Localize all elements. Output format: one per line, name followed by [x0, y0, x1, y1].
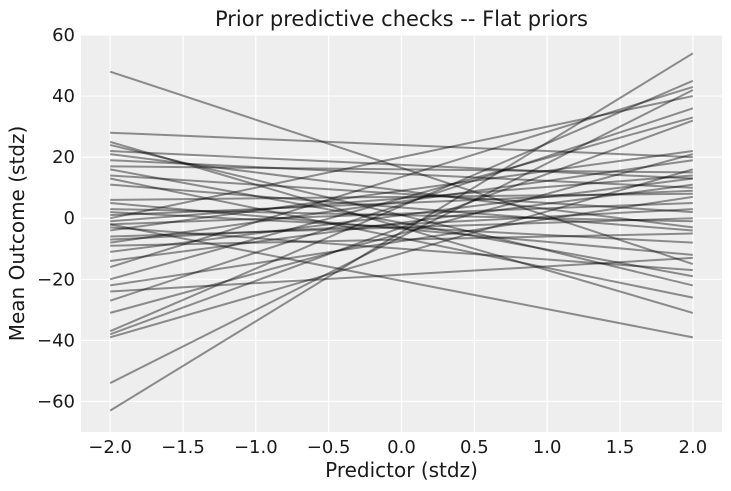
series-line [109, 168, 694, 278]
series-line [110, 153, 693, 229]
y-tick-label: 0 [64, 208, 75, 229]
x-tick-label: −0.5 [307, 437, 351, 458]
series-line [109, 223, 694, 339]
y-tick-label: 60 [52, 25, 75, 46]
series-line [110, 131, 693, 159]
series-line [110, 208, 693, 241]
x-tick-label: −1.5 [161, 437, 205, 458]
y-tick-label: −20 [37, 269, 75, 290]
series-line [109, 95, 694, 220]
series-line [110, 177, 693, 253]
series-line [110, 150, 693, 232]
series-line [109, 177, 694, 299]
x-tick-label: 0.5 [460, 437, 489, 458]
series-line [109, 195, 694, 287]
series-line [109, 107, 694, 302]
series-line [109, 70, 694, 265]
series-line [110, 183, 693, 232]
series-line [109, 119, 694, 336]
x-tick-label: 2.0 [679, 437, 708, 458]
series-line [110, 226, 693, 272]
series-lines [109, 52, 694, 412]
series-line [109, 89, 694, 385]
series-line [109, 153, 694, 314]
y-tick-labels: −60 −40 −20 0 20 40 60 [37, 25, 75, 412]
x-tick-label: 0.0 [387, 437, 416, 458]
y-tick-label: −60 [37, 391, 75, 412]
series-line [110, 201, 693, 226]
gridlines [81, 34, 722, 432]
series-line [109, 116, 694, 281]
series-line [110, 174, 693, 223]
y-tick-label: 20 [52, 147, 75, 168]
y-tick-label: 40 [52, 86, 75, 107]
series-line [110, 189, 693, 217]
y-axis-title: Mean Outcome (stdz) [5, 126, 29, 342]
series-line [110, 211, 693, 244]
series-line [110, 217, 693, 238]
series-line [109, 52, 694, 412]
x-tick-labels: −2.0 −1.5 −1.0 −0.5 0.0 0.5 1.0 1.5 2.0 [88, 437, 707, 458]
series-line [110, 165, 693, 174]
series-line [110, 174, 693, 214]
series-line [109, 85, 694, 269]
series-line [110, 208, 693, 223]
x-axis-title: Predictor (stdz) [325, 458, 478, 482]
chart-title: Prior predictive checks -- Flat priors [215, 7, 588, 31]
series-line [110, 159, 693, 189]
x-tick-label: −2.0 [88, 437, 132, 458]
x-tick-label: 1.0 [533, 437, 562, 458]
series-line [109, 168, 694, 339]
series-line [109, 159, 694, 244]
y-tick-label: −40 [37, 330, 75, 351]
series-line [110, 183, 693, 262]
series-line [110, 192, 693, 201]
series-line [109, 79, 694, 333]
series-line [109, 140, 694, 314]
series-line [110, 256, 693, 293]
series-line [109, 143, 694, 287]
series-line [110, 201, 693, 256]
x-tick-label: 1.5 [606, 437, 635, 458]
series-line [110, 150, 693, 180]
series-line [110, 232, 693, 247]
x-tick-label: −1.0 [234, 437, 278, 458]
